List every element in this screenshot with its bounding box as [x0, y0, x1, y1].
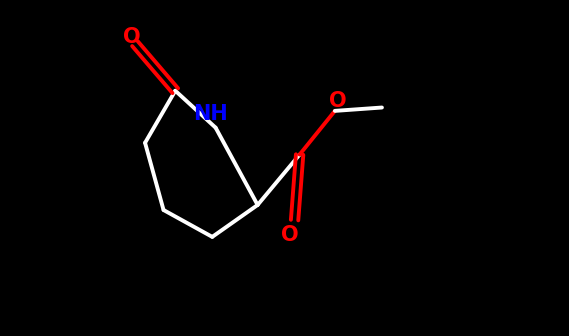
Text: O: O [329, 91, 347, 111]
Text: O: O [281, 225, 298, 245]
Text: NH: NH [193, 104, 228, 124]
Text: O: O [123, 27, 141, 47]
